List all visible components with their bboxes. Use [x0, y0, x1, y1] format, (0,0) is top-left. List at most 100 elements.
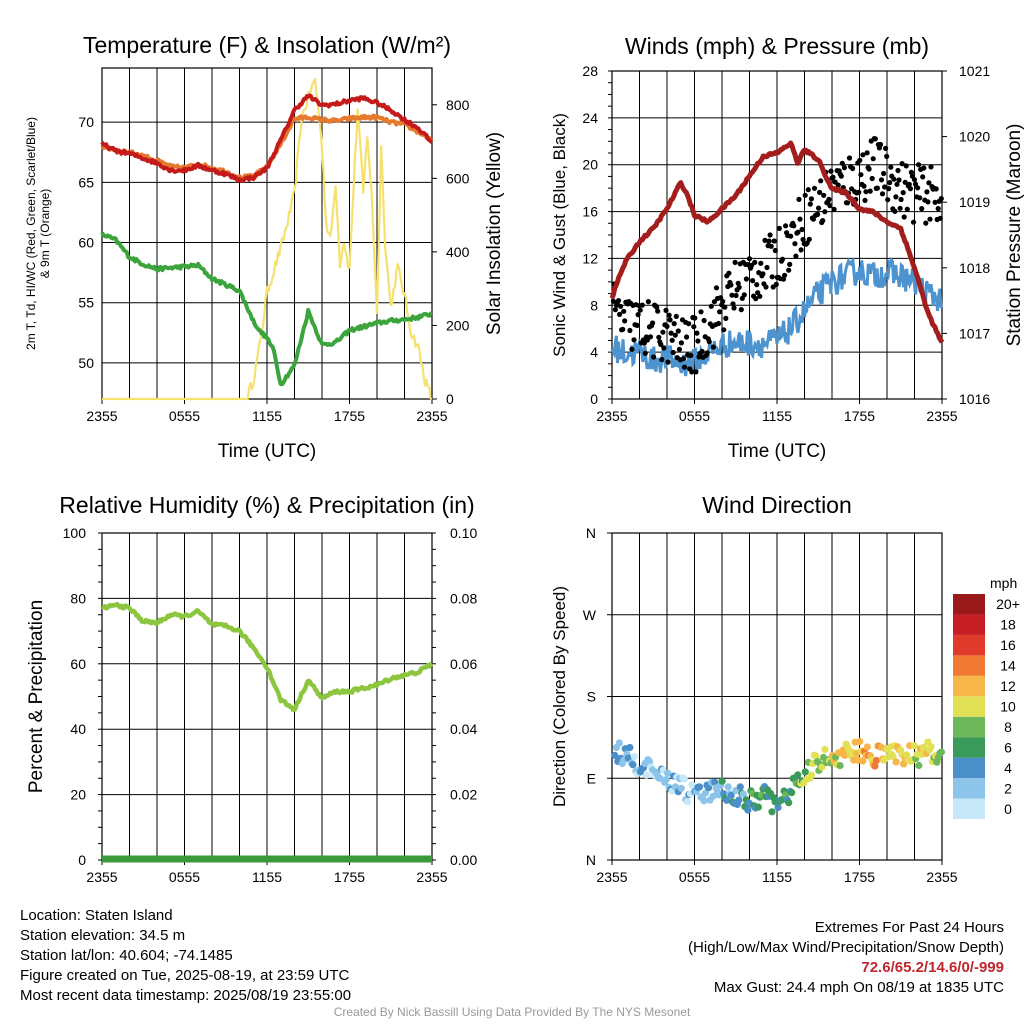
- gust-point: [782, 272, 788, 278]
- location-text: Location: Staten Island: [20, 907, 173, 924]
- gust-point: [672, 332, 678, 338]
- gust-point: [670, 349, 676, 356]
- gust-point: [878, 177, 885, 183]
- gust-point: [881, 170, 887, 177]
- gust-point: [885, 197, 891, 203]
- direction-point: [724, 783, 732, 791]
- y-tick-label: E: [587, 770, 596, 786]
- gust-point: [864, 150, 870, 156]
- y-tick-label: 12: [582, 250, 598, 266]
- gust-point: [933, 186, 939, 192]
- direction-point: [785, 799, 793, 807]
- direction-point: [718, 777, 726, 785]
- gust-point: [822, 209, 828, 215]
- panel-1: 2355 0555 1155 1755 2355 Temperature (F) & In…: [24, 32, 505, 462]
- colorbar-label: 20+: [996, 596, 1020, 612]
- colorbar-label: 18: [1000, 617, 1016, 633]
- station-info: Location: Staten Island Station elevatio…: [20, 906, 351, 1006]
- gust-point: [926, 180, 932, 186]
- gust-point: [738, 307, 744, 313]
- colorbar-swatch: [953, 696, 985, 717]
- gust-point: [924, 189, 930, 195]
- y2-tick-label: 0: [446, 391, 454, 407]
- y2-tick-label: 0.00: [450, 852, 477, 868]
- direction-point: [927, 743, 935, 751]
- gust-point: [900, 190, 906, 196]
- y2-tick-label: 1016: [959, 391, 990, 407]
- gust-point: [898, 196, 904, 203]
- x-tick-label: 2355: [86, 408, 117, 424]
- panel-2: 2355 0555 1155 1755 2355 Winds (mph) & Pressu…: [550, 33, 1024, 462]
- gust-point: [831, 206, 837, 212]
- y-tick-label: 0: [590, 391, 598, 407]
- gust-point: [883, 145, 889, 151]
- gust-point: [866, 166, 872, 172]
- colorbar-unit: mph: [990, 575, 1017, 591]
- gust-point: [617, 311, 623, 317]
- gust-point: [937, 215, 943, 221]
- gust-point: [869, 175, 875, 182]
- x-tick-label: 1155: [252, 869, 282, 885]
- gust-point: [680, 356, 687, 362]
- gust-point: [818, 178, 824, 184]
- y-tick-label: 28: [582, 63, 598, 79]
- gust-point: [917, 195, 923, 201]
- gust-point: [772, 247, 778, 254]
- y-tick-label: 60: [78, 235, 94, 251]
- gust-point: [655, 308, 661, 314]
- gust-point: [676, 346, 683, 352]
- y-axis-label-line: & 9m T (Orange): [38, 189, 52, 279]
- direction-point: [794, 771, 802, 779]
- gust-point: [791, 223, 797, 229]
- direction-point: [788, 789, 796, 797]
- y2-tick-label: 600: [446, 170, 470, 186]
- series-line: [100, 231, 433, 387]
- x-axis-label: Time (UTC): [218, 441, 317, 462]
- created-text: Figure created on Tue, 2025-08-19, at 23…: [20, 967, 350, 984]
- panel-title: Temperature (F) & Insolation (W/m²): [83, 32, 451, 58]
- direction-point: [744, 806, 752, 814]
- y-tick-label: 65: [78, 174, 94, 190]
- gust-point: [920, 174, 926, 180]
- colorbar-label: 4: [1004, 760, 1012, 776]
- direction-point: [859, 757, 867, 765]
- gust-point: [810, 216, 817, 222]
- direction-point: [754, 803, 763, 811]
- x-tick-label: 0555: [169, 869, 200, 885]
- gust-point: [708, 303, 714, 309]
- gust-point: [856, 189, 862, 195]
- gust-point: [684, 334, 690, 340]
- gust-point: [793, 253, 799, 259]
- y2-tick-label: 800: [446, 97, 470, 113]
- gust-point: [923, 220, 929, 226]
- direction-point: [611, 751, 619, 760]
- direction-point: [739, 790, 747, 798]
- gust-point: [907, 186, 914, 192]
- gust-point: [895, 167, 901, 174]
- x-tick-label: 1755: [334, 408, 365, 424]
- gust-point: [783, 223, 789, 229]
- gust-point: [661, 345, 667, 351]
- gust-point: [717, 309, 723, 315]
- gust-point: [756, 270, 762, 276]
- panel-title: Wind Direction: [702, 492, 852, 518]
- y2-tick-label: 1020: [959, 129, 990, 145]
- gust-point: [695, 338, 701, 344]
- gust-point: [754, 282, 760, 288]
- series-line: [102, 77, 433, 401]
- gust-point: [882, 184, 888, 190]
- gust-point: [691, 324, 697, 330]
- panel-4: 2355 0555 1155 1755 2355 Wind Direction N E S W N D…: [550, 492, 1020, 885]
- direction-point: [818, 763, 826, 771]
- gust-point: [879, 191, 886, 197]
- gust-point: [805, 187, 811, 193]
- y-axis-label: Percent & Precipitation: [26, 600, 47, 793]
- gust-point: [753, 296, 759, 302]
- gust-point: [786, 267, 792, 273]
- gust-point: [671, 321, 677, 327]
- y-tick-label: 4: [590, 344, 598, 360]
- gust-point: [665, 359, 671, 365]
- y2-tick-label: 200: [446, 317, 470, 333]
- gust-point: [711, 299, 718, 305]
- gust-point: [811, 185, 818, 191]
